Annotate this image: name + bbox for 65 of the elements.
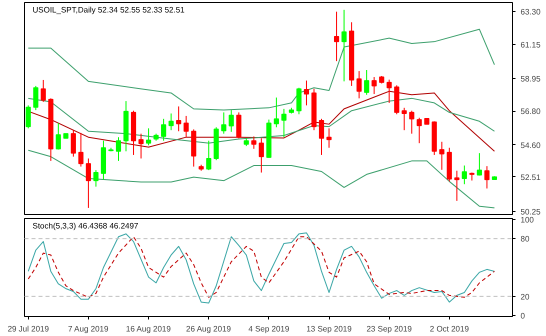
candlestick: [318, 118, 324, 156]
candlestick: [206, 140, 212, 171]
chart-title: USOIL_SPT,Daily 52.34 52.55 52.33 52.51: [32, 6, 186, 14]
candlestick: [462, 165, 467, 185]
candlestick: [274, 97, 279, 128]
candlestick: [439, 141, 444, 170]
chart-title: Stoch(5,3,3) 46.4368 46.2497: [32, 222, 139, 230]
candlestick: [251, 136, 256, 150]
x-tick-label: 4 Sep 2019: [248, 324, 290, 334]
candlestick: [33, 85, 38, 111]
y-tick-label: 54.60: [520, 140, 542, 150]
candlestick: [40, 79, 46, 102]
line-series: [28, 150, 495, 208]
candlestick: [484, 166, 490, 189]
candlestick: [476, 152, 482, 176]
x-tick-label: 29 Jul 2019: [8, 324, 50, 334]
candlestick: [334, 11, 340, 62]
candlestick: [161, 118, 166, 142]
x-tick-label: 7 Aug 2019: [68, 324, 109, 334]
candlestick: [304, 80, 310, 106]
x-tick-label: 26 Aug 2019: [186, 324, 232, 334]
candlestick: [228, 110, 234, 132]
y-tick-label: 80: [520, 234, 530, 244]
x-tick-label: 2 Oct 2019: [430, 324, 470, 334]
candlestick: [416, 117, 422, 144]
candlestick: [236, 112, 242, 139]
candlestick: [326, 128, 332, 148]
y-tick-label: 0: [520, 312, 526, 321]
candlestick: [78, 132, 84, 168]
candlestick: [93, 170, 98, 188]
y-tick-label: 61.15: [520, 40, 542, 50]
candlestick: [86, 158, 91, 208]
y-tick-label: 58.95: [520, 74, 542, 84]
candlestick: [70, 130, 76, 158]
candlestick: [281, 108, 286, 138]
candlestick: [146, 128, 152, 146]
candlestick: [296, 87, 302, 115]
y-tick-label: 56.80: [520, 107, 542, 116]
candlestick: [342, 9, 347, 82]
y-tick-label: 63.30: [520, 8, 542, 17]
candlestick: [116, 136, 122, 162]
line-series: [28, 28, 495, 110]
y-tick-label: 100: [520, 216, 534, 224]
x-tick-label: 23 Sep 2019: [366, 324, 412, 334]
candlestick: [409, 110, 414, 134]
candlestick: [184, 115, 189, 138]
candlestick: [26, 104, 31, 129]
y-tick-label: 52.51: [520, 172, 542, 182]
candlestick: [221, 112, 226, 134]
y-tick-label: 20: [520, 292, 530, 302]
candlestick: [258, 138, 264, 174]
y-tick-label: 50.25: [520, 207, 542, 216]
candlestick: [168, 112, 174, 131]
candlestick: [176, 106, 182, 132]
candlestick: [454, 170, 460, 202]
x-tick-label: 16 Aug 2019: [126, 324, 172, 334]
candlestick: [56, 122, 61, 150]
candlestick: [364, 70, 370, 96]
candlestick: [386, 79, 392, 104]
candlestick: [356, 70, 362, 99]
candlestick: [402, 107, 407, 131]
candlestick: [138, 133, 144, 159]
line-series: [28, 98, 495, 144]
x-tick-label: 13 Sep 2019: [306, 324, 352, 334]
candlestick: [372, 76, 377, 95]
